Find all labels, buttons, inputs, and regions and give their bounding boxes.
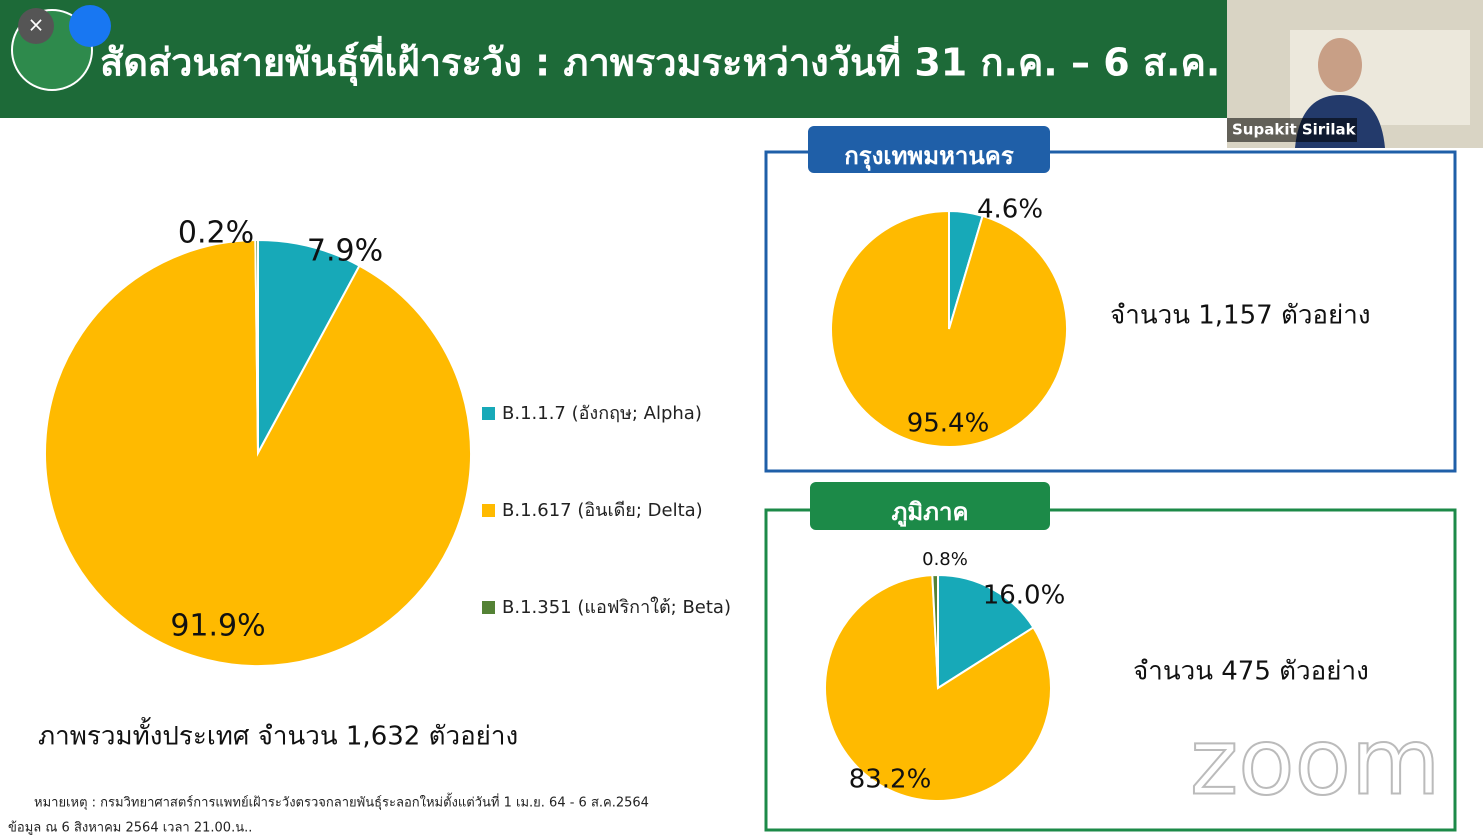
data-label: 4.6% bbox=[977, 195, 1043, 225]
region-box bbox=[764, 508, 1457, 832]
close-button[interactable] bbox=[18, 8, 54, 44]
bangkok-title: กรุงเทพมหานคร bbox=[844, 142, 1014, 172]
data-label: 16.0% bbox=[983, 581, 1066, 611]
pie-slice bbox=[254, 238, 259, 454]
video-person-head bbox=[1318, 38, 1362, 92]
data-label: 95.4% bbox=[907, 409, 990, 439]
close-icon[interactable]: × bbox=[28, 13, 45, 37]
pie-slice bbox=[257, 238, 361, 454]
national-caption: ภาพรวมทั้งประเทศ จำนวน 1,632 ตัวอย่าง bbox=[38, 717, 518, 752]
footnote: ข้อมูล ณ 6 สิงหาคม 2564 เวลา 21.00.น.. bbox=[8, 821, 252, 836]
legend-label: B.1.351 (แอฟริกาใต้; Beta) bbox=[502, 596, 731, 618]
legend-swatch bbox=[482, 601, 495, 614]
bangkok-tab bbox=[808, 126, 1050, 173]
legend-swatch bbox=[482, 407, 495, 420]
legend-swatch bbox=[482, 504, 495, 517]
pie-slice bbox=[937, 573, 1035, 690]
bangkok-box bbox=[764, 150, 1457, 473]
data-label: 83.2% bbox=[849, 765, 932, 795]
legend-label: B.1.617 (อินเดีย; Delta) bbox=[502, 500, 703, 521]
zoom-watermark: zoom bbox=[1190, 708, 1440, 815]
footnote: หมายเหตุ : กรมวิทยาศาสตร์การแพทย์เฝ้าระว… bbox=[34, 793, 649, 811]
data-label: 0.2% bbox=[178, 216, 254, 251]
region-note: จำนวน 475 ตัวอย่าง bbox=[1133, 657, 1369, 687]
bangkok-note: จำนวน 1,157 ตัวอย่าง bbox=[1110, 301, 1371, 331]
slide-title: สัดส่วนสายพันธุ์ที่เฝ้าระวัง : ภาพรวมระห… bbox=[100, 36, 1220, 87]
data-label: 7.9% bbox=[307, 234, 383, 269]
facebook-button[interactable] bbox=[69, 5, 111, 47]
data-label: 91.9% bbox=[170, 609, 265, 644]
region-title: ภูมิภาค bbox=[892, 498, 969, 527]
video-name: Supakit Sirilak bbox=[1232, 121, 1357, 139]
pie-slice bbox=[824, 574, 1052, 802]
region-tab bbox=[810, 482, 1050, 530]
pie-slice bbox=[830, 209, 1068, 448]
video-name-bg bbox=[1227, 118, 1357, 142]
data-label: 0.8% bbox=[922, 549, 968, 570]
legend-label: B.1.1.7 (อังกฤษ; Alpha) bbox=[502, 403, 702, 424]
pie-slice bbox=[931, 573, 939, 689]
